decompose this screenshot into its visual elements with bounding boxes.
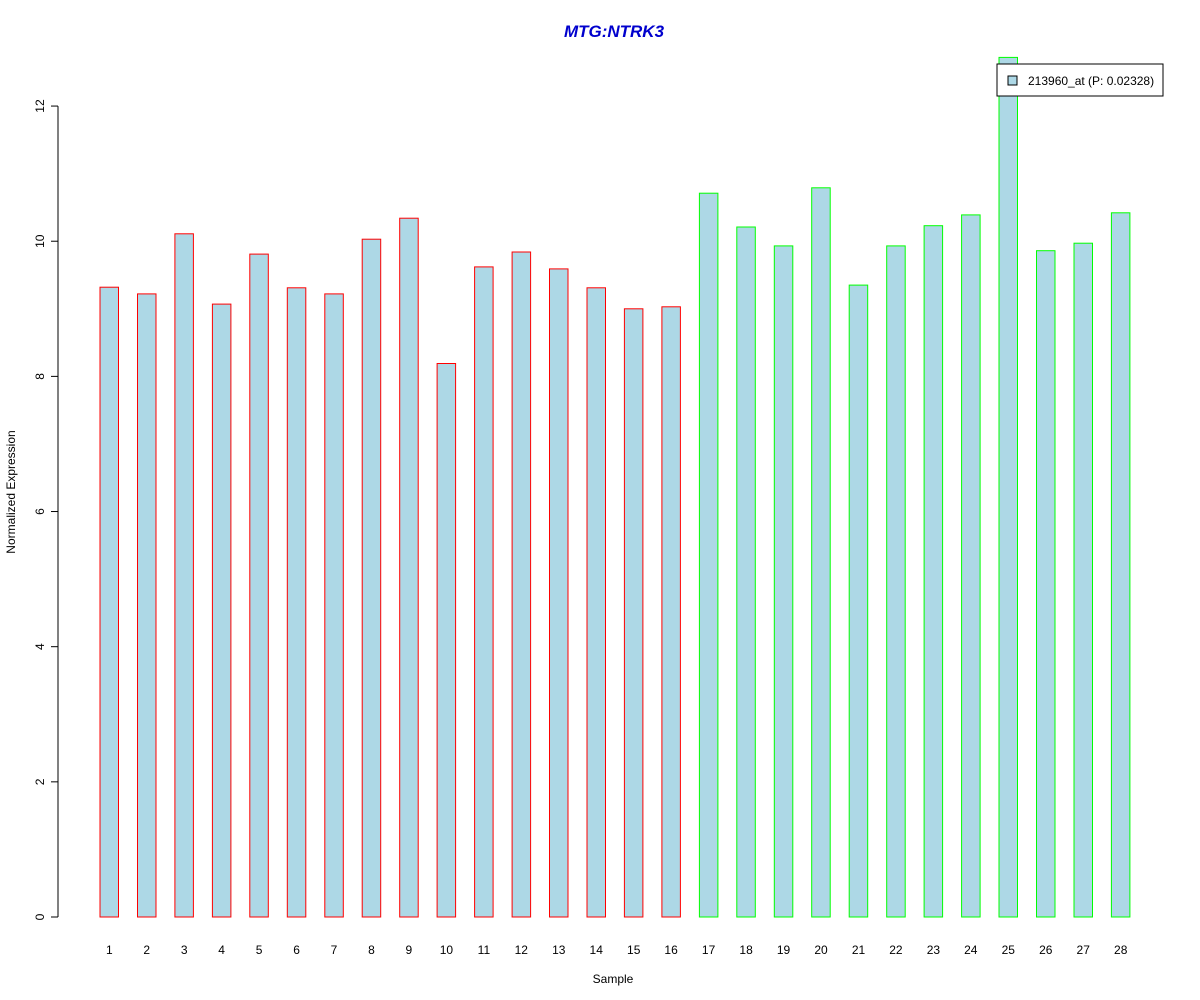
y-tick-label: 6 (33, 508, 47, 515)
bar-sample-1 (99, 286, 119, 918)
x-tick-label: 24 (964, 943, 978, 957)
bar-sample-2 (137, 293, 157, 918)
bar-sample-22 (886, 245, 906, 918)
y-axis: 0 2 4 6 8 10 12 (33, 99, 59, 920)
bar-sample-23 (923, 225, 944, 918)
x-tick-label: 22 (889, 943, 903, 957)
bar-sample-15 (623, 308, 644, 918)
x-tick-label: 23 (927, 943, 941, 957)
x-tick-label: 13 (552, 943, 566, 957)
bar-sample-14 (586, 287, 606, 918)
y-tick-label: 10 (33, 234, 47, 248)
legend: 213960_at (P: 0.02328) (996, 63, 1164, 97)
x-tick-label: 16 (664, 943, 678, 957)
legend-box (996, 63, 1164, 97)
bar-sample-27 (1073, 242, 1093, 918)
bar-sample-20 (811, 187, 831, 918)
bar-sample-12 (511, 251, 532, 918)
x-tick-label: 6 (293, 943, 300, 957)
y-axis-label: Normalized Expression (4, 430, 18, 553)
x-tick-label: 17 (702, 943, 716, 957)
bar-sample-5 (249, 253, 269, 918)
x-tick-label: 18 (739, 943, 753, 957)
bar-sample-19 (773, 245, 794, 918)
x-tick-label: 4 (218, 943, 225, 957)
bar-sample-9 (399, 217, 419, 918)
x-tick-label: 11 (478, 943, 491, 957)
bar-sample-7 (324, 293, 344, 918)
y-tick-label: 12 (33, 99, 47, 113)
legend-swatch (1007, 75, 1018, 86)
bar-sample-24 (961, 214, 981, 918)
x-tick-label: 20 (814, 943, 828, 957)
y-tick-label: 8 (33, 373, 47, 380)
chart-title: MTG:NTRK3 (564, 22, 665, 41)
x-axis-label: Sample (593, 972, 634, 986)
x-tick-label: 8 (368, 943, 375, 957)
x-tick-label: 25 (1002, 943, 1016, 957)
legend-label: 213960_at (P: 0.02328) (1028, 74, 1154, 88)
bar-sample-8 (361, 238, 382, 918)
x-tick-labels: 1 2 3 4 5 6 7 8 9 10 11 12 13 14 15 16 17 18 19 20 21 22 23 24 2… (106, 943, 1128, 957)
x-tick-label: 14 (590, 943, 604, 957)
x-tick-label: 3 (181, 943, 188, 957)
x-tick-label: 19 (777, 943, 791, 957)
x-tick-label: 12 (515, 943, 529, 957)
bar-sample-13 (549, 268, 569, 918)
x-tick-label: 21 (852, 943, 866, 957)
bar-sample-6 (286, 287, 307, 918)
bar-sample-25 (998, 56, 1018, 918)
bar-sample-21 (848, 284, 869, 918)
x-tick-label: 10 (440, 943, 454, 957)
x-tick-label: 28 (1114, 943, 1128, 957)
x-tick-label: 27 (1077, 943, 1091, 957)
bars-group (99, 56, 1131, 918)
bar-sample-3 (174, 233, 194, 918)
y-tick-label: 2 (33, 778, 47, 785)
y-tick-label: 4 (33, 643, 47, 650)
x-tick-label: 15 (627, 943, 641, 957)
bar-sample-16 (661, 306, 681, 918)
bar-sample-17 (698, 192, 719, 918)
bar-sample-11 (474, 266, 494, 918)
x-tick-label: 26 (1039, 943, 1053, 957)
bar-sample-28 (1110, 212, 1131, 918)
bar-sample-18 (736, 226, 756, 918)
bar-sample-26 (1036, 250, 1056, 918)
x-tick-label: 1 (106, 943, 113, 957)
bar-sample-10 (436, 363, 457, 918)
x-tick-label: 5 (256, 943, 263, 957)
x-tick-label: 7 (331, 943, 338, 957)
x-tick-label: 2 (143, 943, 150, 957)
bar-sample-4 (211, 303, 232, 918)
x-tick-label: 9 (406, 943, 413, 957)
y-tick-label: 0 (33, 913, 47, 920)
